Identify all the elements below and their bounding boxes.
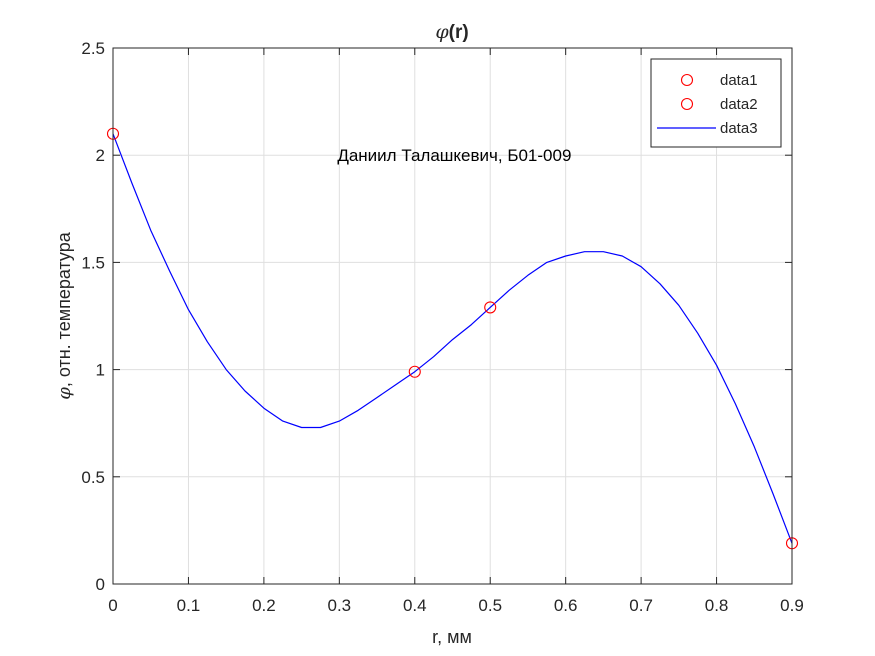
axes-box — [112, 47, 793, 585]
legend-marker-data2 — [680, 97, 694, 111]
y-tick-label: 2 — [96, 146, 105, 165]
x-tick-label: 0.1 — [177, 596, 201, 615]
x-axis-label: r, мм — [432, 627, 472, 647]
x-tick-label: 0.9 — [780, 596, 804, 615]
x-tick-label: 0.2 — [252, 596, 276, 615]
x-tick-label: 0.6 — [554, 596, 578, 615]
y-tick-label: 0 — [96, 575, 105, 594]
legend: data1 data2 data3 — [650, 58, 782, 148]
annotation-text: Даниил Талашкевич, Б01-009 — [337, 146, 571, 165]
x-tick-label: 0.7 — [629, 596, 653, 615]
chart-title: φ(r) — [435, 21, 468, 43]
legend-label-data3: data3 — [720, 120, 758, 137]
legend-box — [650, 58, 782, 148]
data-point-data2 — [408, 365, 421, 378]
y-tick-label: 1.5 — [81, 253, 105, 272]
y-tick-label: 2.5 — [81, 39, 105, 58]
series-line-data3 — [112, 133, 793, 544]
x-tick-label: 0.3 — [328, 596, 352, 615]
legend-label-data2: data2 — [720, 96, 758, 113]
y-tick-label: 1 — [96, 361, 105, 380]
legend-label-data1: data1 — [720, 72, 758, 89]
y-tick-labels: 0 0.5 1 1.5 2 2.5 — [81, 39, 105, 594]
y-axis-label: φ, отн. температура — [54, 231, 75, 399]
tick-marks — [112, 47, 793, 585]
y-label-symbol: φ — [54, 387, 75, 400]
legend-entries: data1 data2 data3 — [657, 72, 758, 137]
title-label: (r) — [449, 22, 469, 43]
y-tick-label: 0.5 — [81, 468, 105, 487]
x-tick-labels: 0 0.1 0.2 0.3 0.4 0.5 0.6 0.7 0.8 0.9 — [108, 596, 804, 615]
title-symbol: φ — [435, 21, 449, 43]
x-tick-label: 0.8 — [705, 596, 729, 615]
y-label-text: , отн. температура — [54, 231, 74, 387]
legend-marker-data1 — [680, 73, 694, 87]
data-point-data2 — [484, 301, 497, 314]
x-tick-label: 0.5 — [478, 596, 502, 615]
x-tick-label: 0.4 — [403, 596, 427, 615]
x-tick-label: 0 — [108, 596, 117, 615]
